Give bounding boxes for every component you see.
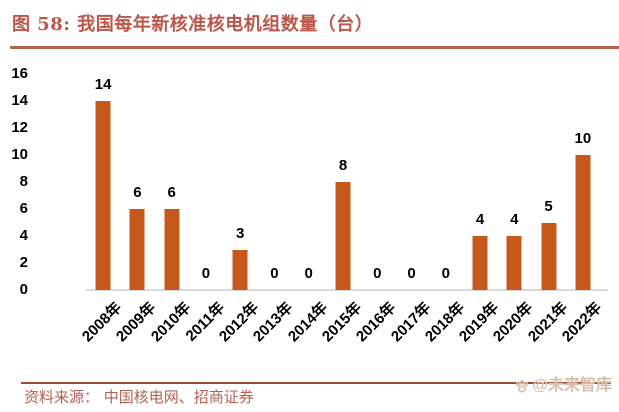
bar-value-label: 8 — [338, 157, 348, 174]
bar — [129, 209, 145, 290]
bar-value-label: 0 — [441, 265, 450, 282]
watermark-text: @未来智库 — [532, 377, 612, 394]
bar-slot: 0 2013年 — [250, 74, 296, 346]
title-underline — [10, 46, 619, 49]
source-text: 资料来源： 中国核电网、招商证券 — [24, 388, 254, 406]
bar — [335, 182, 351, 290]
bar-slot: 4 2020年 — [490, 74, 536, 346]
bar-value-label: 5 — [544, 197, 553, 215]
bar-slot: 8 2015年 — [319, 74, 365, 346]
bar-slot: 4 2019年 — [456, 74, 502, 346]
bar-value-label: 10 — [574, 130, 592, 147]
bar-value-label: 4 — [475, 211, 485, 228]
bar-slot: 0 2014年 — [285, 74, 331, 346]
watermark: @未来智库 — [514, 377, 612, 395]
y-tick-label: 12 — [11, 119, 28, 136]
bar-slot: 0 2016年 — [353, 74, 399, 346]
bar-value-label: 14 — [94, 76, 112, 93]
y-tick-label: 14 — [11, 92, 28, 109]
bar-slot: 6 2009年 — [113, 74, 159, 346]
bar-slot: 0 2018年 — [422, 74, 468, 346]
bar-value-label: 3 — [236, 224, 245, 242]
paw-icon — [516, 379, 529, 393]
y-tick-label: 6 — [19, 200, 28, 217]
y-tick-label: 4 — [19, 227, 28, 244]
bar-value-label: 6 — [133, 184, 142, 201]
y-tick-label: 2 — [19, 254, 28, 271]
bar — [232, 249, 248, 290]
bars-row: 14 2008年 6 2009年 6 2010年 0 2011年 3 2012年 0 2013年 0 20… — [79, 74, 605, 346]
bar — [506, 236, 522, 290]
bar-slot: 10 2022年 — [559, 74, 605, 346]
chart-title: 图 58: 我国每年新核准核电机组数量（台） — [12, 14, 374, 35]
bar-slot: 0 2011年 — [182, 74, 228, 345]
bar — [575, 155, 591, 290]
y-tick-label: 0 — [19, 281, 28, 298]
y-tick-label: 10 — [11, 146, 28, 163]
bar-value-label: 0 — [270, 265, 279, 282]
bar-slot: 3 2012年 — [216, 74, 262, 345]
footer-rule — [21, 382, 611, 384]
bar-value-label: 0 — [201, 265, 211, 282]
bar-value-label: 0 — [407, 265, 416, 282]
bar-slot: 14 2008年 — [79, 74, 125, 346]
y-tick-label: 8 — [19, 173, 28, 190]
bar — [95, 101, 111, 290]
bar-slot: 5 2021年 — [524, 74, 570, 345]
bar-slot: 0 2017年 — [387, 74, 433, 346]
y-axis: 0 2 4 6 8 10 12 14 16 — [0, 66, 28, 298]
bar-slot: 6 2010年 — [148, 74, 194, 346]
bar — [164, 209, 180, 290]
bar-value-label: 4 — [510, 211, 519, 228]
bar-value-label: 0 — [304, 265, 313, 282]
bar — [541, 222, 557, 290]
x-axis-baseline — [86, 289, 608, 291]
bar-value-label: 0 — [373, 265, 382, 282]
bar — [472, 236, 488, 290]
y-tick-label: 16 — [11, 65, 28, 82]
bar-value-label: 6 — [167, 184, 176, 201]
